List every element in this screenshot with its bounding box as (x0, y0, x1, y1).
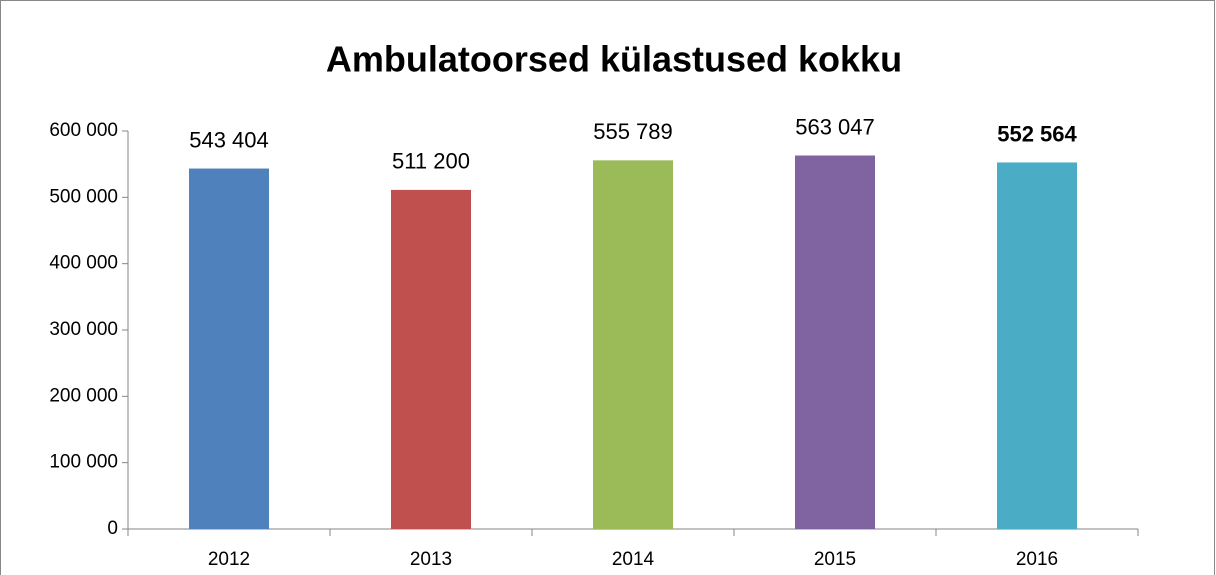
x-tick-label: 2015 (814, 549, 856, 570)
x-tick-label: 2016 (1016, 549, 1058, 570)
bar (189, 168, 269, 530)
y-tick-label: 500 000 (49, 186, 118, 207)
value-label: 543 404 (189, 127, 269, 152)
y-tick-label: 600 000 (49, 120, 118, 141)
bar (795, 155, 875, 530)
y-tick-label: 400 000 (49, 253, 118, 274)
chart-title: Ambulatoorsed külastused kokku (326, 39, 902, 80)
y-tick-label: 0 (107, 518, 118, 539)
value-label: 552 564 (997, 121, 1077, 146)
x-tick-label: 2012 (208, 549, 250, 570)
y-tick-label: 100 000 (49, 452, 118, 473)
bar (391, 189, 471, 530)
value-label: 555 789 (593, 119, 673, 144)
x-tick-label: 2013 (410, 549, 452, 570)
bar (593, 160, 673, 529)
value-label: 563 047 (795, 114, 875, 139)
y-tick-label: 200 000 (49, 385, 118, 406)
y-tick-label: 300 000 (49, 319, 118, 340)
x-tick-label: 2014 (612, 549, 655, 570)
value-label: 511 200 (392, 149, 470, 174)
bar (997, 162, 1077, 529)
